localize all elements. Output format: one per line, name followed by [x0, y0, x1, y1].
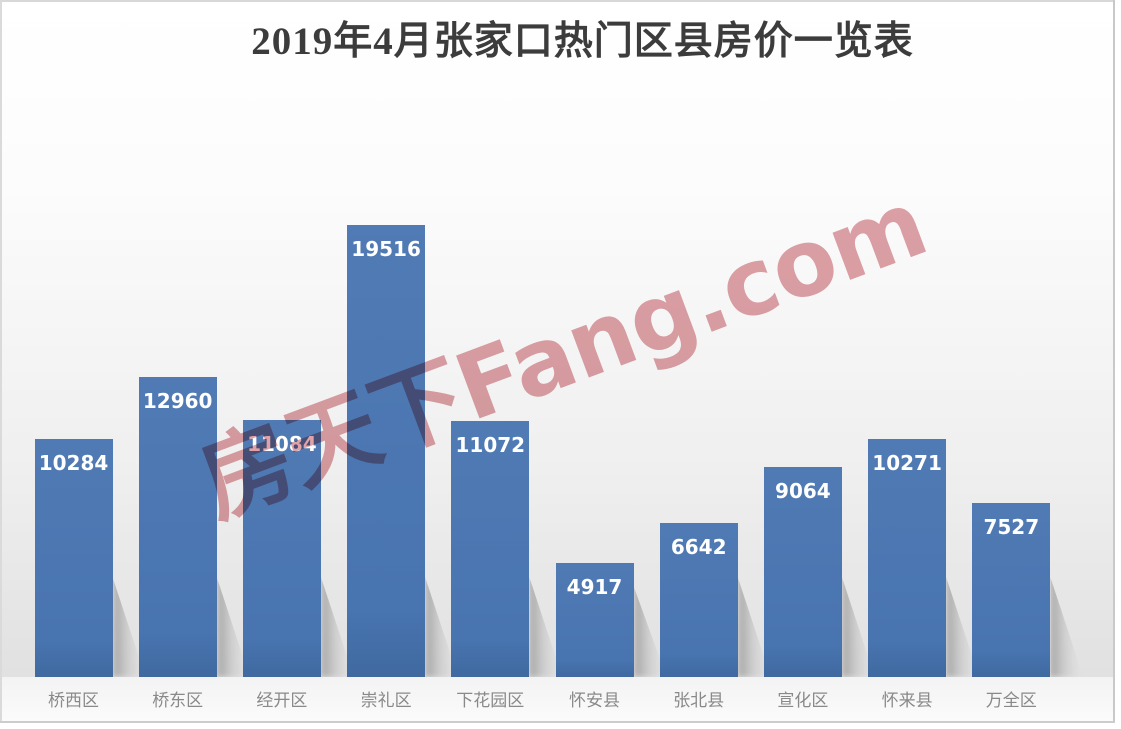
- x-axis-label: 桥东区: [152, 691, 204, 711]
- bar: 10284: [34, 438, 146, 677]
- frame-bottom-edge: [0, 721, 1115, 723]
- x-axis-strip: [2, 677, 1113, 721]
- bar: 7527: [972, 502, 1084, 677]
- plot-area: 10284 12960 11084 19516 11072 4917 6642 9064 102…: [0, 225, 1121, 677]
- frame-right-edge: [1113, 0, 1115, 723]
- x-axis-label: 怀安县: [569, 691, 620, 711]
- bar-value-label: 9064: [775, 479, 831, 504]
- bar: 6642: [659, 523, 771, 677]
- x-axis-label: 怀来县: [881, 691, 933, 711]
- bar-value-label: 10284: [38, 450, 109, 475]
- x-axis-label: 经开区: [256, 691, 308, 711]
- bar-cast-shadow: [1050, 577, 1084, 677]
- x-axis-label: 宣化区: [777, 691, 829, 711]
- bar: 11084: [242, 420, 354, 677]
- x-axis-label: 下花园区: [456, 691, 525, 711]
- bar: 4917: [555, 563, 667, 677]
- chart-title: 2019年4月张家口热门区县房价一览表: [251, 20, 914, 63]
- x-axis-label: 崇礼区: [360, 691, 412, 711]
- bar: 9064: [763, 467, 875, 677]
- bar-value-label: 11072: [455, 432, 526, 457]
- x-axis-label: 张北县: [673, 691, 725, 711]
- x-axis-label: 万全区: [985, 691, 1037, 711]
- bar-value-label: 19516: [351, 237, 421, 261]
- bar-value-label: 7527: [983, 514, 1040, 539]
- bar: 19516: [347, 225, 459, 677]
- bar-value-label: 10271: [872, 451, 942, 476]
- x-axis-label: 桥西区: [48, 691, 99, 711]
- bar: 12960: [138, 376, 250, 677]
- bar: 11072: [451, 420, 563, 677]
- bar-value-label: 12960: [142, 388, 213, 413]
- bar-value-label: 6642: [670, 535, 727, 560]
- bar-value-label: 4917: [566, 575, 623, 600]
- bar: 10271: [868, 439, 980, 677]
- x-axis-labels: 桥西区 桥东区 经开区 崇礼区 下花园区 怀安县 张北县 宣化区 怀来县 万全区: [0, 686, 1121, 716]
- bar-value-label: 11084: [247, 432, 317, 457]
